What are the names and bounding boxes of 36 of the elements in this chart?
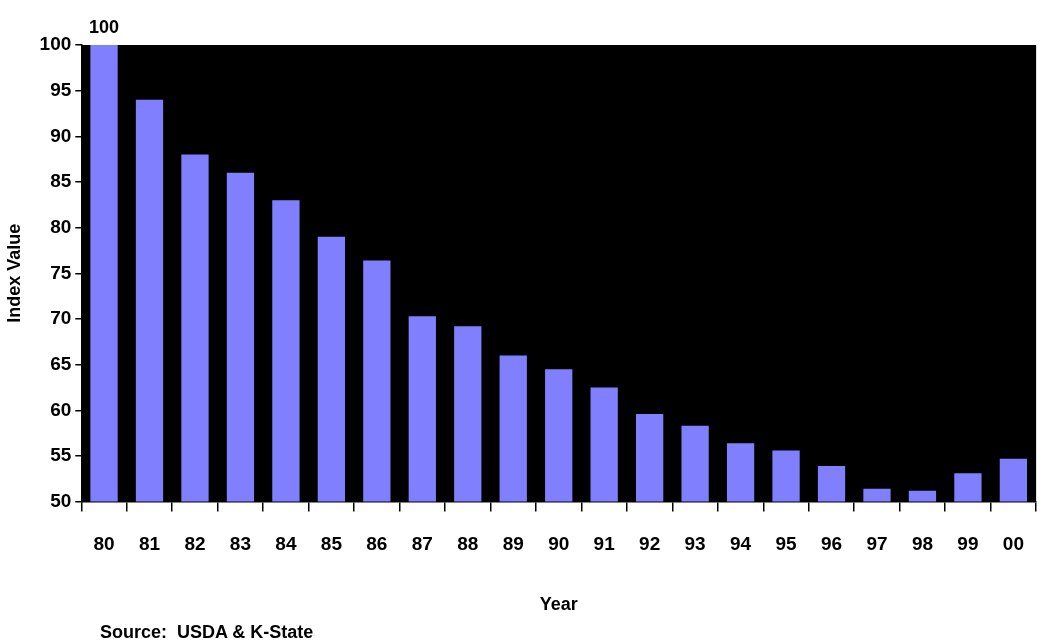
y-tick-label: 70 xyxy=(50,307,72,329)
x-tick-label: 88 xyxy=(457,533,479,555)
x-tick-label: 99 xyxy=(957,533,979,555)
y-tick-label: 90 xyxy=(50,124,72,146)
x-tick-label: 96 xyxy=(820,533,843,555)
y-tick-label: 60 xyxy=(50,398,72,420)
x-tick-label: 81 xyxy=(138,533,161,555)
x-tick-label: 91 xyxy=(593,533,616,555)
y-tick-label: 50 xyxy=(50,489,72,511)
x-tick-label: 97 xyxy=(866,533,888,555)
x-tick-label: 95 xyxy=(775,533,798,555)
y-tick-label: 95 xyxy=(50,78,72,100)
y-tick-label: 75 xyxy=(50,261,72,283)
x-tick-label: 80 xyxy=(93,533,115,555)
x-axis-title: Year xyxy=(539,594,578,615)
source-note: Source: USDA & K-State xyxy=(100,621,314,642)
x-tick-label: 85 xyxy=(320,533,343,555)
x-tick-label: 00 xyxy=(1002,533,1024,555)
y-tick-label: 85 xyxy=(50,170,72,192)
y-tick-label: 65 xyxy=(50,352,72,374)
x-tick-label: 93 xyxy=(684,533,706,555)
x-tick-label: 94 xyxy=(730,533,752,555)
x-tick-label: 87 xyxy=(411,533,433,555)
data-label: 100 xyxy=(89,16,120,37)
x-tick-label: 89 xyxy=(502,533,524,555)
y-tick-label: 100 xyxy=(39,33,72,55)
x-tick-label: 86 xyxy=(366,533,388,555)
y-tick-label: 80 xyxy=(50,215,72,237)
x-tick-label: 98 xyxy=(911,533,934,555)
y-axis-title: Index Value xyxy=(3,223,24,323)
x-tick-label: 84 xyxy=(275,533,297,555)
x-tick-label: 82 xyxy=(184,533,206,555)
x-tick-label: 90 xyxy=(548,533,570,555)
y-tick-label: 55 xyxy=(50,444,72,466)
x-tick-label: 83 xyxy=(229,533,252,555)
x-tick-label: 92 xyxy=(639,533,661,555)
